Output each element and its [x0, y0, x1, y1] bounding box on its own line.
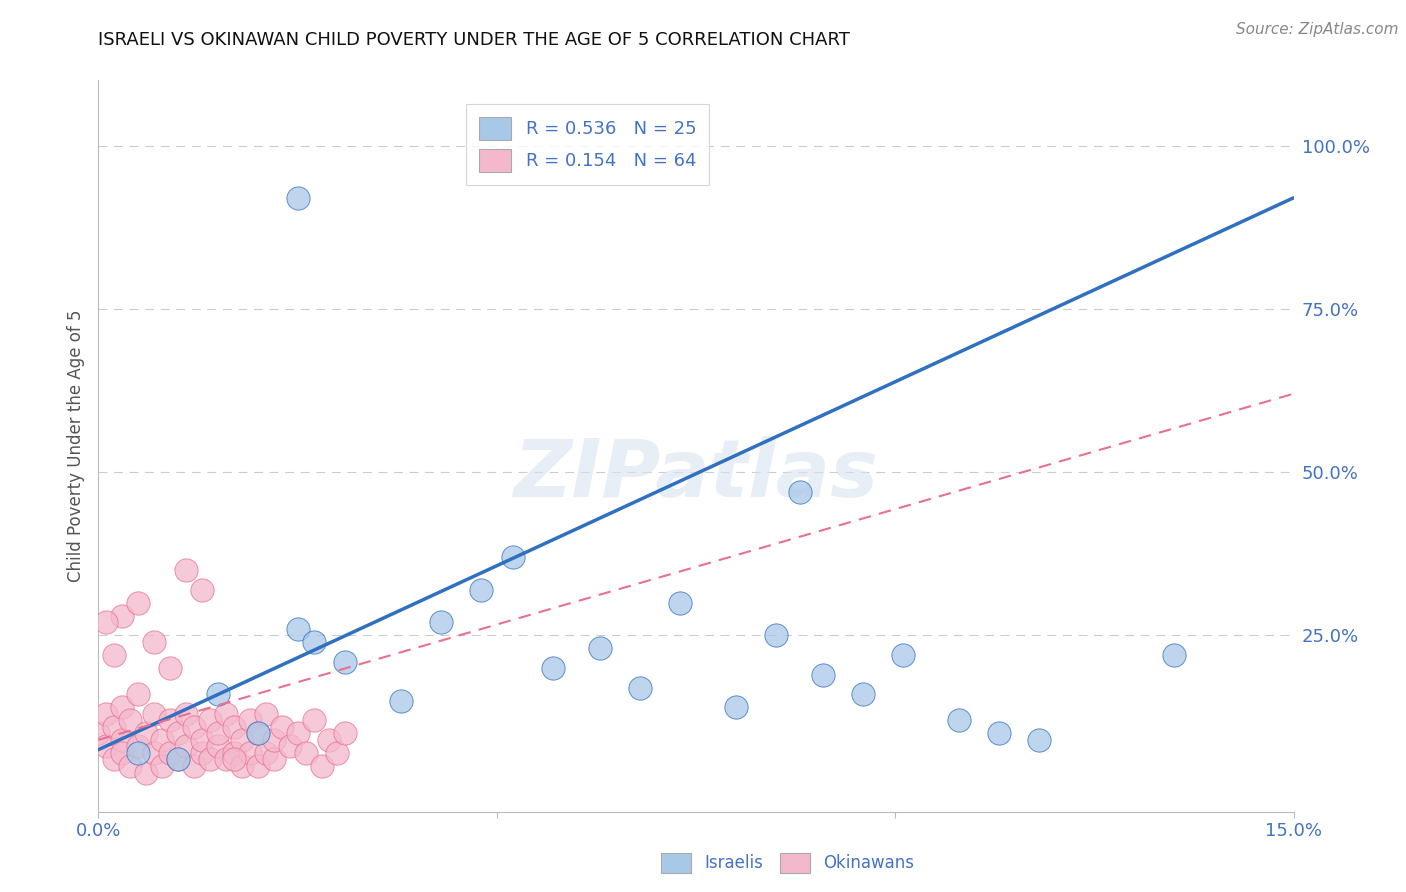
Point: [143, 746, 166, 760]
Point: [96, 615, 118, 630]
Point: [430, 615, 453, 630]
Point: [150, 759, 173, 773]
Point: [96, 739, 118, 754]
Point: [198, 714, 221, 728]
Point: [789, 484, 811, 499]
Text: Source: ZipAtlas.com: Source: ZipAtlas.com: [1236, 22, 1399, 37]
Point: [852, 687, 875, 701]
Point: [541, 661, 564, 675]
Point: [326, 746, 349, 760]
Point: [127, 596, 149, 610]
Point: [111, 608, 134, 623]
Point: [127, 739, 149, 754]
Point: [231, 732, 253, 747]
Point: [948, 714, 970, 728]
Point: [294, 746, 316, 760]
Point: [254, 746, 277, 760]
Point: [127, 687, 149, 701]
Point: [183, 759, 205, 773]
Point: [103, 648, 125, 662]
Point: [207, 726, 229, 740]
Point: [765, 628, 787, 642]
Point: [287, 622, 309, 636]
Point: [222, 720, 245, 734]
Point: [167, 752, 190, 766]
Point: [159, 661, 181, 675]
Point: [263, 752, 285, 766]
Point: [389, 694, 412, 708]
Point: [246, 726, 269, 740]
Point: [191, 732, 214, 747]
Point: [628, 681, 651, 695]
Point: [335, 655, 357, 669]
Point: [302, 635, 325, 649]
Point: [87, 726, 110, 740]
Point: [231, 759, 253, 773]
Point: [813, 667, 835, 681]
Point: [167, 726, 190, 740]
Point: [207, 687, 229, 701]
Text: ZIPatlas: ZIPatlas: [513, 436, 879, 515]
Point: [246, 759, 269, 773]
Point: [589, 641, 612, 656]
Point: [159, 746, 181, 760]
Point: [222, 746, 245, 760]
Point: [270, 720, 292, 734]
Point: [724, 700, 747, 714]
Point: [1028, 732, 1050, 747]
Point: [669, 596, 692, 610]
Point: [167, 752, 190, 766]
Text: ISRAELI VS OKINAWAN CHILD POVERTY UNDER THE AGE OF 5 CORRELATION CHART: ISRAELI VS OKINAWAN CHILD POVERTY UNDER …: [98, 31, 851, 49]
Point: [174, 563, 197, 577]
Point: [318, 732, 340, 747]
Point: [135, 765, 157, 780]
Point: [470, 582, 492, 597]
Point: [246, 726, 269, 740]
Point: [302, 714, 325, 728]
Point: [987, 726, 1010, 740]
Point: [287, 726, 309, 740]
Point: [263, 732, 285, 747]
Point: [215, 706, 238, 721]
Point: [198, 752, 221, 766]
Y-axis label: Child Poverty Under the Age of 5: Child Poverty Under the Age of 5: [66, 310, 84, 582]
Point: [120, 714, 142, 728]
Point: [239, 714, 262, 728]
Point: [215, 752, 238, 766]
Point: [174, 739, 197, 754]
Legend: Israelis, Okinawans: Israelis, Okinawans: [654, 847, 921, 880]
Point: [174, 706, 197, 721]
Legend: R = 0.536   N = 25, R = 0.154   N = 64: R = 0.536 N = 25, R = 0.154 N = 64: [465, 104, 709, 185]
Point: [239, 746, 262, 760]
Point: [111, 746, 134, 760]
Point: [335, 726, 357, 740]
Point: [150, 732, 173, 747]
Point: [1163, 648, 1185, 662]
Point: [111, 732, 134, 747]
Point: [191, 582, 214, 597]
Point: [207, 739, 229, 754]
Point: [311, 759, 333, 773]
Point: [127, 746, 149, 760]
Point: [254, 706, 277, 721]
Point: [278, 739, 301, 754]
Point: [103, 752, 125, 766]
Point: [159, 714, 181, 728]
Point: [111, 700, 134, 714]
Point: [502, 549, 524, 564]
Point: [120, 759, 142, 773]
Point: [143, 706, 166, 721]
Point: [222, 752, 245, 766]
Point: [183, 720, 205, 734]
Point: [287, 191, 309, 205]
Point: [143, 635, 166, 649]
Point: [891, 648, 914, 662]
Point: [96, 706, 118, 721]
Point: [191, 746, 214, 760]
Point: [103, 720, 125, 734]
Point: [135, 726, 157, 740]
